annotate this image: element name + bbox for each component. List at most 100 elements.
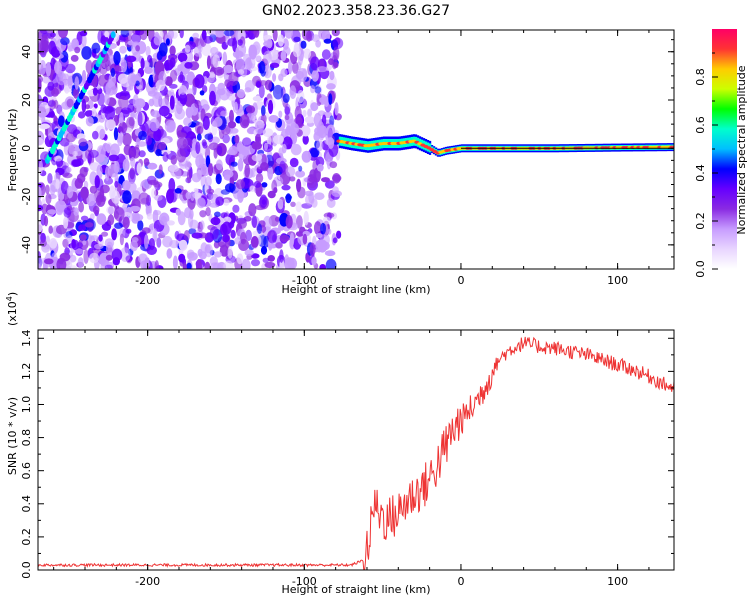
heatmap-cell	[104, 264, 113, 269]
heatmap-cell	[310, 85, 316, 94]
heatmap-cell	[290, 30, 301, 43]
heatmap-cell	[50, 252, 58, 268]
heatmap-cell	[119, 233, 124, 246]
heatmap-cell	[166, 248, 173, 259]
heatmap-cell	[49, 184, 56, 196]
heatmap-cell	[209, 90, 216, 106]
heatmap-cell	[314, 192, 325, 200]
heatmap-cell	[316, 92, 322, 107]
heatmap-cell	[333, 46, 340, 61]
heatmap-cell	[286, 118, 296, 131]
heatmap-cell	[47, 125, 53, 141]
heatmap-cell	[334, 102, 339, 116]
heatmap-cell	[38, 103, 46, 119]
heatmap-cell	[222, 169, 234, 179]
heatmap-cell	[319, 96, 327, 104]
heatmap-cell	[170, 69, 178, 82]
heatmap-cell	[129, 205, 141, 212]
heatmap-cell	[328, 93, 333, 105]
heatmap-cell	[108, 154, 120, 162]
colorbar-tick-label: 0.8	[694, 68, 707, 86]
heatmap-cell	[68, 254, 77, 263]
heatmap-cell	[127, 103, 135, 113]
heatmap-cell	[173, 97, 179, 104]
heatmap-cell	[235, 109, 245, 117]
heatmap-cell	[248, 30, 254, 40]
heatmap-cell	[92, 130, 99, 140]
heatmap-cell	[256, 166, 264, 173]
heatmap-cell	[128, 30, 133, 36]
colorbar-tick-label: 0.6	[694, 116, 707, 134]
heatmap-cell	[145, 135, 152, 146]
heatmap-cell	[283, 30, 292, 33]
heatmap-cell	[122, 216, 130, 229]
heatmap-cell	[316, 140, 324, 152]
heatmap-cell	[89, 252, 100, 264]
heatmap-cell	[278, 110, 283, 119]
snr-x-tick-label: -200	[135, 575, 160, 588]
heatmap-cell	[71, 238, 76, 249]
spectrogram-y-tick-label: 0	[20, 145, 33, 152]
heatmap-diagonal-trace-cell	[110, 31, 116, 39]
heatmap-cell	[63, 207, 72, 219]
heatmap-cell	[302, 233, 308, 245]
heatmap-cell	[188, 228, 197, 235]
heatmap-cell	[83, 249, 89, 264]
heatmap-cell	[227, 246, 233, 259]
heatmap-cell	[91, 107, 97, 117]
heatmap-cell	[122, 190, 132, 204]
heatmap-cell	[135, 80, 140, 87]
heatmap-cell	[113, 51, 121, 65]
heatmap-cell	[329, 115, 335, 128]
heatmap-cell	[204, 176, 212, 187]
heatmap-cell	[229, 109, 234, 123]
heatmap-cell	[237, 43, 247, 57]
heatmap-cell	[321, 49, 331, 60]
heatmap-cell	[200, 164, 211, 176]
heatmap-cell	[139, 230, 147, 238]
spectrogram-x-tick-label: -200	[135, 274, 160, 287]
heatmap-cell	[98, 114, 105, 123]
heatmap-cell	[158, 141, 167, 151]
spectrogram-x-tick-label: 100	[607, 274, 628, 287]
heatmap-cell	[91, 42, 101, 54]
heatmap-cell	[93, 205, 100, 215]
heatmap-cell	[62, 172, 73, 179]
heatmap-cell	[135, 144, 140, 150]
snr-y-multiplier-base: (x10	[6, 301, 19, 326]
heatmap-cell	[38, 75, 43, 83]
heatmap-cell	[89, 213, 95, 221]
heatmap-cell	[221, 221, 232, 235]
heatmap-cell	[42, 76, 51, 84]
spectrogram-y-tick-label: 20	[20, 93, 33, 107]
heatmap-cell	[158, 71, 167, 85]
heatmap-cell	[223, 216, 232, 224]
heatmap-cell	[275, 242, 283, 249]
spectrogram-heatmap	[38, 30, 674, 269]
heatmap-cell	[272, 73, 277, 82]
heatmap-cell	[164, 119, 176, 133]
heatmap-cell	[222, 234, 230, 243]
heatmap-cell	[309, 169, 317, 181]
heatmap-cell	[74, 76, 80, 90]
heatmap-cell	[297, 90, 305, 104]
heatmap-cell	[317, 58, 325, 69]
heatmap-cell	[38, 204, 44, 212]
heatmap-cell	[192, 32, 200, 39]
spectrogram-y-tick-label: -40	[20, 236, 33, 254]
heatmap-cell	[204, 243, 213, 258]
heatmap-cell	[105, 59, 111, 72]
spectrogram-y-axis-label: Frequency (Hz)	[6, 109, 19, 192]
snr-x-tick-label: -100	[292, 575, 317, 588]
heatmap-cell	[284, 128, 296, 136]
spectrogram-x-tick-label: -100	[292, 274, 317, 287]
heatmap-cell	[184, 62, 193, 69]
heatmap-cell	[319, 264, 327, 269]
heatmap-cell	[110, 143, 120, 156]
heatmap-cell	[207, 163, 214, 177]
heatmap-cell	[303, 210, 309, 226]
colorbar-tick-label: 0.2	[694, 212, 707, 230]
heatmap-cell	[272, 134, 284, 145]
heatmap-cell	[139, 30, 148, 41]
snr-frame	[37, 329, 675, 571]
